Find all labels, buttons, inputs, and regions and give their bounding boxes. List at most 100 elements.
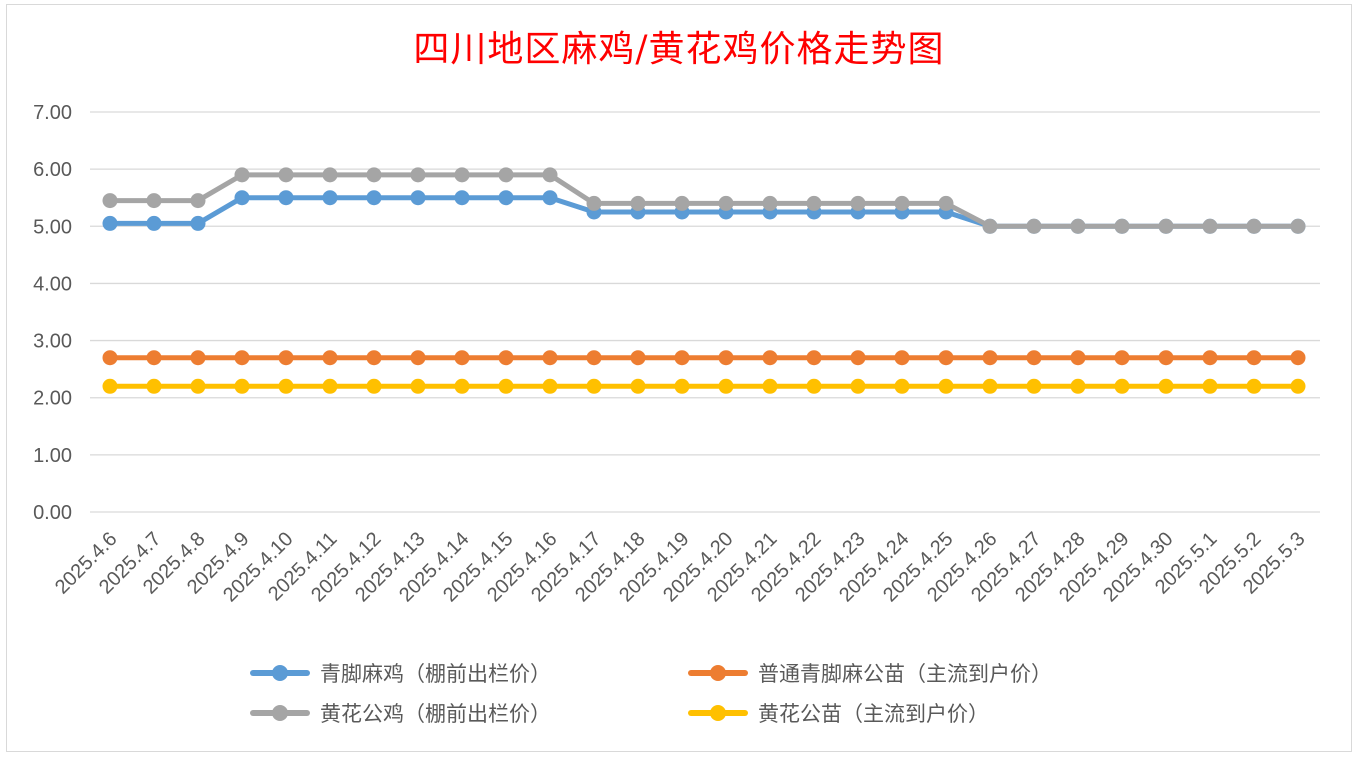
data-point	[1158, 378, 1174, 394]
data-point	[234, 350, 250, 366]
data-point	[718, 195, 734, 211]
data-point	[1246, 378, 1262, 394]
y-axis-ticks: 0.00 1.00 2.00 3.00 4.00 5.00 6.00 7.00	[33, 102, 72, 524]
data-point	[410, 167, 426, 183]
data-point	[190, 215, 206, 231]
data-point	[718, 378, 734, 394]
legend-marker	[272, 665, 288, 681]
y-tick-label: 2.00	[33, 388, 72, 410]
legend-swatch-series-2	[688, 663, 748, 683]
data-point	[1026, 378, 1042, 394]
data-point	[278, 167, 294, 183]
data-point	[454, 167, 470, 183]
data-point	[146, 193, 162, 209]
data-point	[542, 190, 558, 206]
data-point	[806, 195, 822, 211]
data-point	[1290, 218, 1306, 234]
data-point	[586, 350, 602, 366]
chart-frame	[6, 4, 1352, 752]
data-point	[630, 350, 646, 366]
data-point	[1070, 218, 1086, 234]
legend-item-series-3: 黄花公鸡（棚前出栏价）	[250, 695, 551, 731]
gridlines	[90, 111, 1320, 513]
data-point	[1158, 218, 1174, 234]
legend-label-series-3: 黄花公鸡（棚前出栏价）	[320, 702, 551, 726]
data-point	[190, 378, 206, 394]
y-tick-label: 7.00	[33, 102, 72, 124]
data-point	[454, 350, 470, 366]
data-point	[630, 378, 646, 394]
legend-label-series-2: 普通青脚麻公苗（主流到户价）	[758, 662, 1052, 686]
data-point	[234, 378, 250, 394]
data-point	[498, 378, 514, 394]
legend-swatch-series-1	[250, 663, 310, 683]
data-point	[938, 350, 954, 366]
data-point	[366, 350, 382, 366]
data-point	[190, 350, 206, 366]
data-point	[718, 350, 734, 366]
data-point	[1202, 218, 1218, 234]
data-point	[102, 378, 118, 394]
y-tick-label: 5.00	[33, 216, 72, 238]
data-point	[1026, 218, 1042, 234]
data-point	[102, 193, 118, 209]
data-point	[410, 350, 426, 366]
data-point	[982, 350, 998, 366]
data-point	[938, 195, 954, 211]
data-point	[586, 378, 602, 394]
data-point	[1290, 378, 1306, 394]
data-point	[234, 190, 250, 206]
data-point	[674, 195, 690, 211]
line-chart: 0.00 1.00 2.00 3.00 4.00 5.00 6.00 7.00 2025.4.…	[33, 102, 1320, 606]
data-point	[674, 378, 690, 394]
data-point	[366, 190, 382, 206]
legend-marker	[710, 705, 726, 721]
data-point	[366, 378, 382, 394]
data-point	[322, 350, 338, 366]
legend-item-series-2: 普通青脚麻公苗（主流到户价）	[688, 655, 1052, 691]
data-point	[850, 378, 866, 394]
data-point	[542, 350, 558, 366]
data-point	[278, 378, 294, 394]
data-point	[146, 350, 162, 366]
data-point	[146, 215, 162, 231]
data-point	[894, 195, 910, 211]
legend-label-series-4: 黄花公苗（主流到户价）	[758, 702, 989, 726]
y-tick-label: 1.00	[33, 445, 72, 467]
data-point	[278, 350, 294, 366]
legend-marker	[272, 705, 288, 721]
data-point	[630, 195, 646, 211]
data-point	[102, 350, 118, 366]
data-point	[410, 378, 426, 394]
y-tick-label: 6.00	[33, 159, 72, 181]
data-point	[674, 350, 690, 366]
data-point	[498, 190, 514, 206]
data-point	[1070, 350, 1086, 366]
data-point	[894, 378, 910, 394]
series-line	[107, 172, 1301, 229]
series-2	[102, 350, 1306, 366]
legend-swatch-series-3	[250, 703, 310, 723]
chart-title: 四川地区麻鸡/黄花鸡价格走势图	[413, 29, 945, 70]
y-tick-label: 0.00	[33, 502, 72, 524]
data-point	[1202, 378, 1218, 394]
series-4	[102, 378, 1306, 394]
legend-item-series-1: 青脚麻鸡（棚前出栏价）	[250, 655, 551, 691]
data-point	[850, 350, 866, 366]
legend-item-series-4: 黄花公苗（主流到户价）	[688, 695, 989, 731]
data-point	[498, 350, 514, 366]
data-point	[366, 167, 382, 183]
data-point	[1246, 218, 1262, 234]
data-point	[850, 195, 866, 211]
data-point	[762, 350, 778, 366]
data-point	[410, 190, 426, 206]
data-point	[498, 167, 514, 183]
data-point	[454, 378, 470, 394]
series-3	[102, 167, 1306, 234]
data-point	[102, 215, 118, 231]
data-point	[894, 350, 910, 366]
data-point	[1158, 350, 1174, 366]
data-point	[1114, 350, 1130, 366]
legend-label-series-1: 青脚麻鸡（棚前出栏价）	[320, 662, 551, 686]
data-point	[762, 378, 778, 394]
